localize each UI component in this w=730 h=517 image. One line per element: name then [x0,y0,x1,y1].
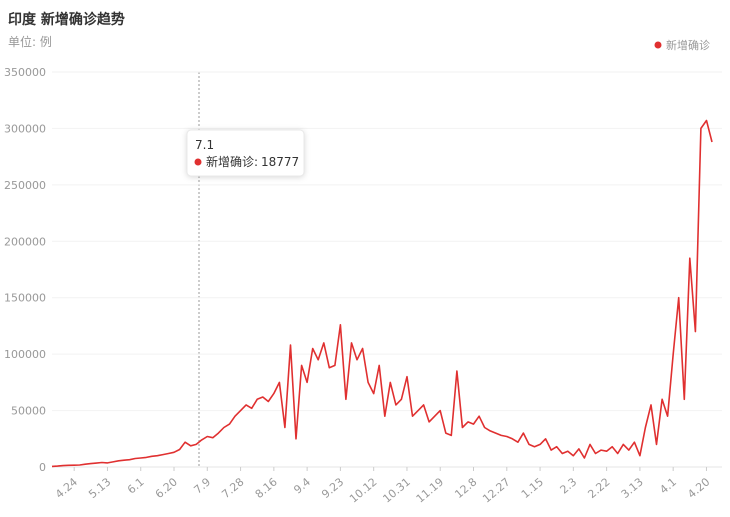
x-tick-label: 12.27 [480,475,512,505]
y-tick-label: 250000 [4,179,46,192]
x-tick-label: 6.1 [125,475,147,496]
subtitle: 单位: 例 [8,34,52,49]
x-tick-label: 5.13 [86,475,113,501]
tooltip-value: 18777 [261,155,299,169]
y-tick-label: 50000 [11,405,46,418]
tooltip-title: 7.1 [195,138,214,152]
x-tick-label: 11.19 [414,475,446,505]
legend-label: 新增确诊 [666,38,710,52]
x-tick-label: 2.3 [558,475,580,496]
y-tick-label: 300000 [4,122,46,135]
x-tick-label: 6.20 [153,475,180,501]
y-tick-label: 200000 [4,235,46,248]
x-tick-label: 7.28 [219,475,246,501]
x-tick-label: 9.4 [291,475,313,496]
x-tick-label: 9.23 [319,475,346,501]
x-tick-label: 2.22 [585,475,612,501]
x-tick-label: 4.20 [685,475,712,501]
y-tick-label: 150000 [4,292,46,305]
tooltip-marker [194,158,202,166]
x-tick-label: 1.15 [519,475,546,501]
y-tick-label: 350000 [4,66,46,79]
x-tick-label: 3.13 [619,475,646,501]
x-tick-label: 8.16 [253,475,280,501]
tooltip-label: 新增确诊: [206,154,258,169]
x-tick-label: 4.24 [53,475,80,501]
tooltip-box [186,129,305,177]
chart-title: 印度 新增确诊趋势 [8,11,125,28]
x-tick-label: 10.31 [380,475,412,505]
y-tick-label: 100000 [4,348,46,361]
legend-marker [654,41,662,49]
x-tick-label: 12.8 [452,475,479,501]
x-tick-label: 10.12 [347,475,379,505]
y-tick-label: 0 [39,461,46,474]
data-line [51,119,713,468]
x-tick-label: 4.1 [657,475,679,496]
x-tick-label: 7.9 [191,475,213,496]
